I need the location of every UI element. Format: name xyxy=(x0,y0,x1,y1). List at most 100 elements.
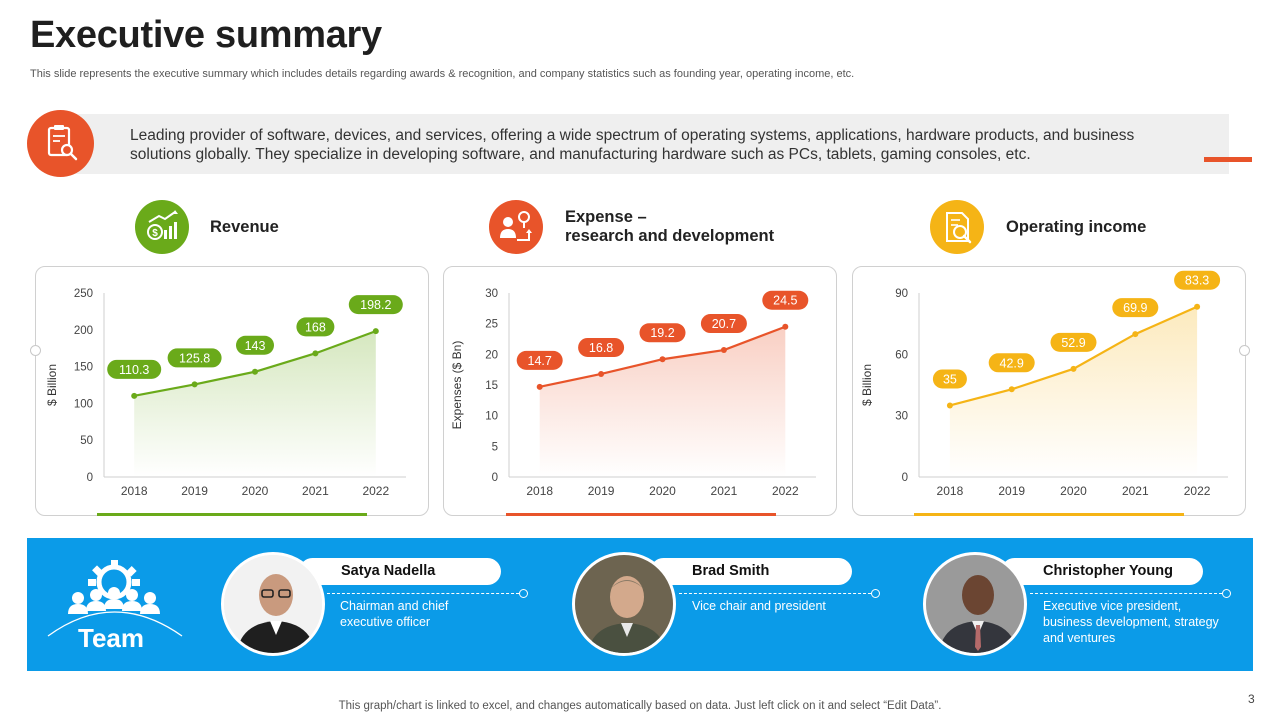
member-role-line: business development, strategy xyxy=(1043,615,1219,629)
expense-x-tick-label: 2022 xyxy=(772,484,799,498)
expense-data-label-bg xyxy=(516,350,563,370)
member-divider-end xyxy=(871,589,880,598)
expense-y-axis-label: Expenses ($ Bn) xyxy=(450,341,464,430)
revenue-y-axis-label: $ Billion xyxy=(45,364,59,406)
expense-point xyxy=(598,370,605,377)
intro-text: Leading provider of software, devices, a… xyxy=(130,127,1135,163)
expense-data-label-bg xyxy=(639,323,686,343)
operating-income-area xyxy=(949,306,1198,477)
expense-panel-accent xyxy=(506,513,776,516)
operating-income-data-label: 69.9 xyxy=(1123,301,1147,315)
member-divider-end xyxy=(519,589,528,598)
expense-y-tick-label: 25 xyxy=(485,319,498,331)
operating-income-point xyxy=(946,402,953,409)
member-role: Chairman and chief executive officer xyxy=(340,598,448,630)
revenue-y-tick-label: 150 xyxy=(74,362,93,374)
expense-chart: 0 5 10 15 20 25 30 2018 2019 2020 2021 2022 Expenses… xyxy=(450,288,816,498)
revenue-x-tick-label: 2019 xyxy=(181,484,208,498)
operating-income-y-tick-label: 0 xyxy=(902,472,908,484)
operating-income-point xyxy=(1194,303,1201,310)
operating-income-data-label-bg xyxy=(1050,332,1097,352)
panel-connector-dot xyxy=(1239,345,1250,356)
member-divider xyxy=(679,593,871,594)
research-investment-icon xyxy=(489,200,543,254)
kpi-title-expense-line2: research and development xyxy=(565,227,775,245)
revenue-chart: 0 50 100 150 200 250 2018 2019 2020 2021 2022 $ Bil… xyxy=(45,288,406,498)
member-name: Brad Smith xyxy=(692,563,770,579)
kpi-title-operating-income: Operating income xyxy=(1006,218,1147,236)
avatar xyxy=(923,552,1027,656)
member-role-line: Vice chair and president xyxy=(692,599,826,613)
clipboard-search-icon xyxy=(27,110,94,177)
operating-income-point xyxy=(1132,331,1139,338)
revenue-x-tick-label: 2018 xyxy=(121,484,148,498)
member-name-pill: Brad Smith xyxy=(650,558,852,585)
expense-x-tick-label: 2020 xyxy=(649,484,676,498)
revenue-x-tick-label: 2022 xyxy=(362,484,389,498)
team-label: Team xyxy=(78,623,144,653)
expense-x-tick-label: 2018 xyxy=(526,484,553,498)
page-number: 3 xyxy=(1248,692,1255,706)
member-role: Executive vice president, business devel… xyxy=(1043,598,1219,646)
operating-income-y-tick-label: 90 xyxy=(895,288,908,300)
revenue-panel-accent xyxy=(97,513,367,516)
intro-band xyxy=(55,114,1229,174)
member-name: Christopher Young xyxy=(1043,563,1173,579)
revenue-data-label-bg xyxy=(236,335,274,355)
expense-y-tick-label: 10 xyxy=(485,411,498,423)
income-report-icon xyxy=(930,200,984,254)
operating-income-data-label-bg xyxy=(1112,298,1159,318)
expense-data-label: 14.7 xyxy=(528,354,552,368)
member-role-line: Chairman and chief xyxy=(340,599,449,613)
operating-income-data-label-bg xyxy=(932,369,967,389)
expense-data-label: 20.7 xyxy=(712,317,736,331)
expense-data-label-bg xyxy=(578,337,625,357)
revenue-data-label-bg xyxy=(348,295,403,315)
member-role-line: Executive vice president, xyxy=(1043,599,1182,613)
revenue-data-label: 168 xyxy=(305,320,326,334)
operating-income-y-axis-label: $ Billion xyxy=(860,364,874,406)
member-name: Satya Nadella xyxy=(341,563,436,579)
expense-data-label-bg xyxy=(700,314,747,334)
revenue-data-label-bg xyxy=(167,348,222,368)
operating-income-x-tick-label: 2022 xyxy=(1184,484,1211,498)
operating-income-x-tick-label: 2020 xyxy=(1060,484,1087,498)
operating-income-x-tick-label: 2018 xyxy=(937,484,964,498)
revenue-y-tick-label: 250 xyxy=(74,288,93,300)
revenue-data-label: 125.8 xyxy=(179,351,210,365)
revenue-y-tick-label: 200 xyxy=(74,325,93,337)
slide-subtitle: This slide represents the executive summ… xyxy=(30,68,855,80)
operating-income-data-label-bg xyxy=(1174,270,1221,290)
member-divider xyxy=(327,593,519,594)
operating-income-data-label: 35 xyxy=(943,372,957,386)
member-name-pill: Satya Nadella xyxy=(299,558,501,585)
operating-income-data-label: 52.9 xyxy=(1061,336,1085,350)
kpi-title-revenue: Revenue xyxy=(210,218,279,236)
operating-income-data-label: 42.9 xyxy=(1000,356,1024,370)
slide-title: Executive summary xyxy=(30,14,382,56)
kpi-title-expense: Expense – research and development xyxy=(565,208,774,246)
footer-note: This graph/chart is linked to excel, and… xyxy=(338,700,942,712)
revenue-x-tick-label: 2021 xyxy=(302,484,329,498)
member-role: Vice chair and president xyxy=(692,598,826,614)
expense-area xyxy=(539,326,786,477)
revenue-point xyxy=(372,328,379,335)
operating-income-x-tick-label: 2019 xyxy=(998,484,1025,498)
kpi-title-expense-line1: Expense – xyxy=(565,208,647,226)
expense-data-label: 16.8 xyxy=(589,341,613,355)
revenue-point xyxy=(131,392,138,399)
revenue-x-tick-label: 2020 xyxy=(242,484,269,498)
expense-point xyxy=(659,356,666,363)
member-divider xyxy=(1030,593,1222,594)
operating-income-x-tick-label: 2021 xyxy=(1122,484,1149,498)
avatar xyxy=(572,552,676,656)
expense-x-tick-label: 2021 xyxy=(711,484,738,498)
expense-y-tick-label: 5 xyxy=(492,441,498,453)
member-role-line: and ventures xyxy=(1043,631,1116,645)
operating-income-point xyxy=(1070,365,1077,372)
revenue-y-tick-label: 0 xyxy=(87,472,93,484)
revenue-data-label: 110.3 xyxy=(119,363,149,377)
operating-income-chart: 0 30 60 90 2018 2019 2020 2021 2022 $ Billion 35 42… xyxy=(860,270,1228,498)
panel-connector-dot xyxy=(30,345,41,356)
